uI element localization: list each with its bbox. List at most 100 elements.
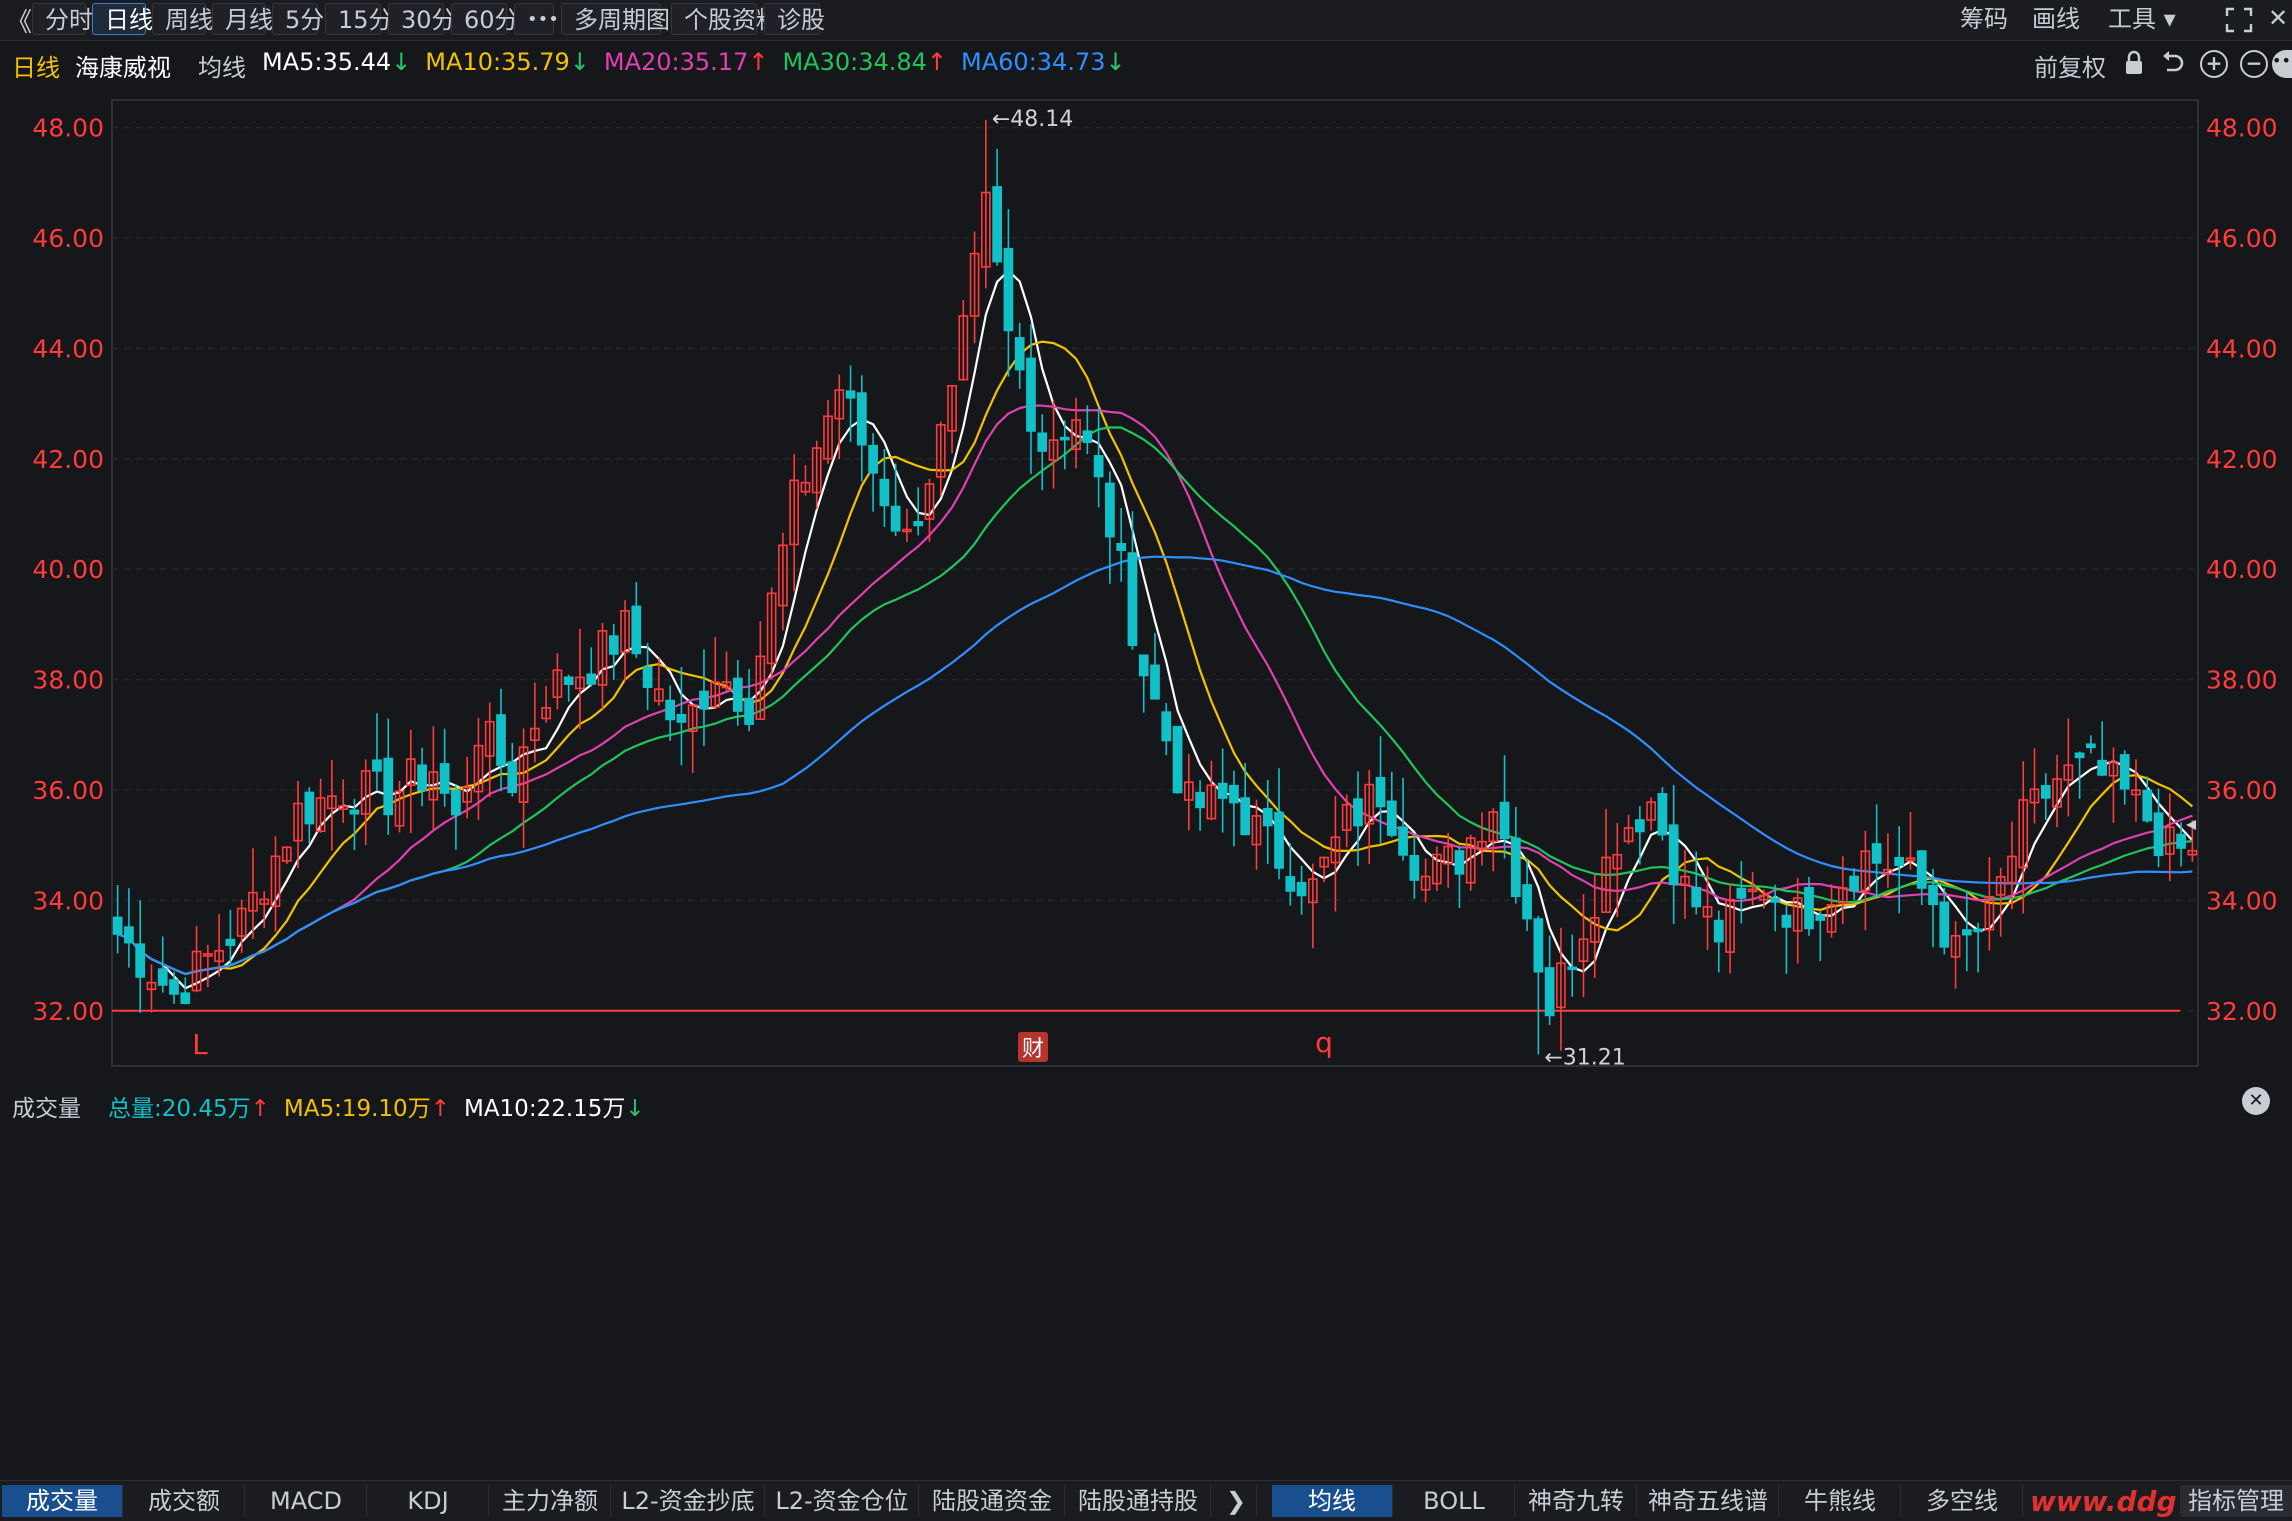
- lock-icon[interactable]: [2124, 50, 2144, 76]
- tab-30min[interactable]: 30分: [388, 3, 456, 35]
- candle-body: [439, 763, 450, 794]
- candle-body: [1680, 875, 1690, 886]
- candle-body: [1623, 827, 1634, 843]
- price-tick-left: 46.00: [32, 224, 104, 253]
- window-close-icon[interactable]: ✕: [2268, 4, 2289, 32]
- close-indicator-icon[interactable]: ✕: [2242, 1087, 2270, 1115]
- candle-body: [349, 809, 360, 815]
- tab-l2-bottom[interactable]: L2-资金抄底: [612, 1485, 765, 1517]
- candle-body: [451, 789, 461, 816]
- tab-hk-holding[interactable]: 陆股通持股: [1066, 1485, 1211, 1517]
- candle-body: [1905, 857, 1916, 862]
- candle-body: [2108, 761, 2119, 777]
- tab-boll[interactable]: BOLL: [1394, 1485, 1515, 1517]
- candle-body: [293, 802, 303, 842]
- candle-body: [947, 384, 957, 432]
- candle-body: [1048, 439, 1059, 461]
- tab-turnover[interactable]: 成交额: [124, 1485, 245, 1517]
- candle-body: [214, 950, 224, 963]
- candle-body: [992, 186, 1002, 263]
- candle-body: [1059, 436, 1070, 441]
- stock-profile-button[interactable]: 个股资料: [671, 3, 780, 35]
- chips-button[interactable]: 筹码: [1960, 5, 2008, 33]
- candle-body: [507, 761, 518, 794]
- multi-period-dropdown[interactable]: 多周期图 ▾: [561, 3, 690, 35]
- price-tick-left: 32.00: [32, 997, 104, 1026]
- tab-volume[interactable]: 成交量: [2, 1485, 123, 1517]
- tab-main-net[interactable]: 主力净额: [490, 1485, 611, 1517]
- tab-l2-position[interactable]: L2-资金仓位: [766, 1485, 919, 1517]
- ma-setting-label[interactable]: 均线: [198, 54, 246, 82]
- candle-body: [2029, 788, 2040, 804]
- candle-body: [823, 415, 833, 460]
- volume-legend: 总量:20.45万↑ MA5:19.10万↑ MA10:22.15万↓: [108, 1089, 659, 1123]
- tab-magic-nine[interactable]: 神奇九转: [1516, 1485, 1637, 1517]
- candle-body: [1928, 884, 1938, 906]
- candlestick-chart[interactable]: 48.00 48.00 46.00 46.00 44.00 44.00 42.00 42.00…: [0, 82, 2292, 1082]
- zoom-out-icon[interactable]: −: [2240, 50, 2268, 78]
- indicator-manage-button[interactable]: 指标管理: [2180, 1485, 2292, 1517]
- current-price-pointer: [2186, 820, 2196, 830]
- candle-body: [1736, 887, 1747, 899]
- tab-bull-bear[interactable]: 牛熊线: [1780, 1485, 1901, 1517]
- tab-fenshi[interactable]: 分时: [32, 3, 93, 35]
- candle-body: [1950, 934, 1961, 958]
- more-icon[interactable]: •••: [2272, 50, 2292, 78]
- candle-body: [1578, 938, 1589, 962]
- ma-legend-item-1: MA10:35.79↓: [425, 48, 590, 76]
- ma-legend-item-3: MA30:34.84↑: [782, 48, 948, 76]
- candle-body: [1364, 783, 1375, 825]
- candle-body: [1713, 919, 1724, 943]
- candle-body: [1939, 901, 1950, 948]
- fullscreen-icon[interactable]: [2224, 6, 2254, 34]
- marker-l: L: [192, 1028, 208, 1061]
- candle-body: [2074, 752, 2085, 759]
- candle-body: [1804, 886, 1814, 930]
- tab-5min[interactable]: 5分: [272, 3, 324, 35]
- candle-body: [1341, 803, 1352, 831]
- price-tick-left: 34.00: [32, 886, 104, 915]
- stock-name[interactable]: 海康威视: [75, 54, 171, 82]
- candle-body: [913, 520, 924, 527]
- adjust-mode[interactable]: 前复权: [2034, 54, 2106, 82]
- price-tick-right: 40.00: [2206, 555, 2278, 584]
- tab-long-short[interactable]: 多空线: [1902, 1485, 2023, 1517]
- candle-body: [1454, 850, 1465, 875]
- tab-ma[interactable]: 均线: [1272, 1485, 1393, 1517]
- high-price-label: ←48.14: [992, 107, 1073, 132]
- tab-macd[interactable]: MACD: [246, 1485, 367, 1517]
- undo-icon[interactable]: [2160, 50, 2186, 76]
- tab-daily[interactable]: 日线: [92, 3, 153, 35]
- candle-body: [135, 943, 146, 978]
- price-tick-right: 38.00: [2206, 666, 2278, 695]
- candle-body: [1510, 837, 1521, 898]
- candle-body: [1443, 845, 1454, 865]
- volume-info-bar: 成交量 总量:20.45万↑ MA5:19.10万↑ MA10:22.15万↓ ✕: [0, 1085, 2292, 1123]
- tab-magic-five[interactable]: 神奇五线谱: [1638, 1485, 1779, 1517]
- tab-hk-flow[interactable]: 陆股通资金: [920, 1485, 1065, 1517]
- diagnose-button[interactable]: 诊股: [764, 3, 825, 35]
- chart-info-bar: 日线 海康威视 均线 MA5:35.44↓ MA10:35.79↓ MA20:35.…: [0, 42, 2292, 82]
- candle-body: [338, 805, 349, 810]
- zoom-in-icon[interactable]: +: [2200, 50, 2228, 78]
- candle-body: [1973, 928, 1983, 933]
- candle-body: [1285, 876, 1296, 892]
- price-tick-left: 40.00: [32, 555, 104, 584]
- tab-monthly[interactable]: 月线: [212, 3, 273, 35]
- candle-body: [1138, 654, 1149, 677]
- tab-weekly[interactable]: 周线: [152, 3, 213, 35]
- tab-60min[interactable]: 60分: [451, 3, 519, 35]
- scroll-right-icon[interactable]: ❯: [1216, 1485, 1257, 1517]
- draw-button[interactable]: 画线: [2032, 5, 2080, 33]
- candle-body: [789, 479, 800, 546]
- tools-dropdown[interactable]: 工具 ▾: [2108, 5, 2176, 33]
- back-icon[interactable]: 《: [6, 8, 33, 38]
- tab-kdj[interactable]: KDJ: [368, 1485, 489, 1517]
- candle-body: [620, 610, 630, 653]
- ma-legend-item-arrow-1: ↓: [569, 48, 590, 76]
- more-periods-button[interactable]: •••: [514, 3, 559, 35]
- candle-body: [180, 992, 191, 1005]
- ma-legend-item-arrow-4: ↓: [1105, 48, 1126, 76]
- price-tick-right: 44.00: [2206, 334, 2278, 363]
- tab-15min[interactable]: 15分: [325, 3, 393, 35]
